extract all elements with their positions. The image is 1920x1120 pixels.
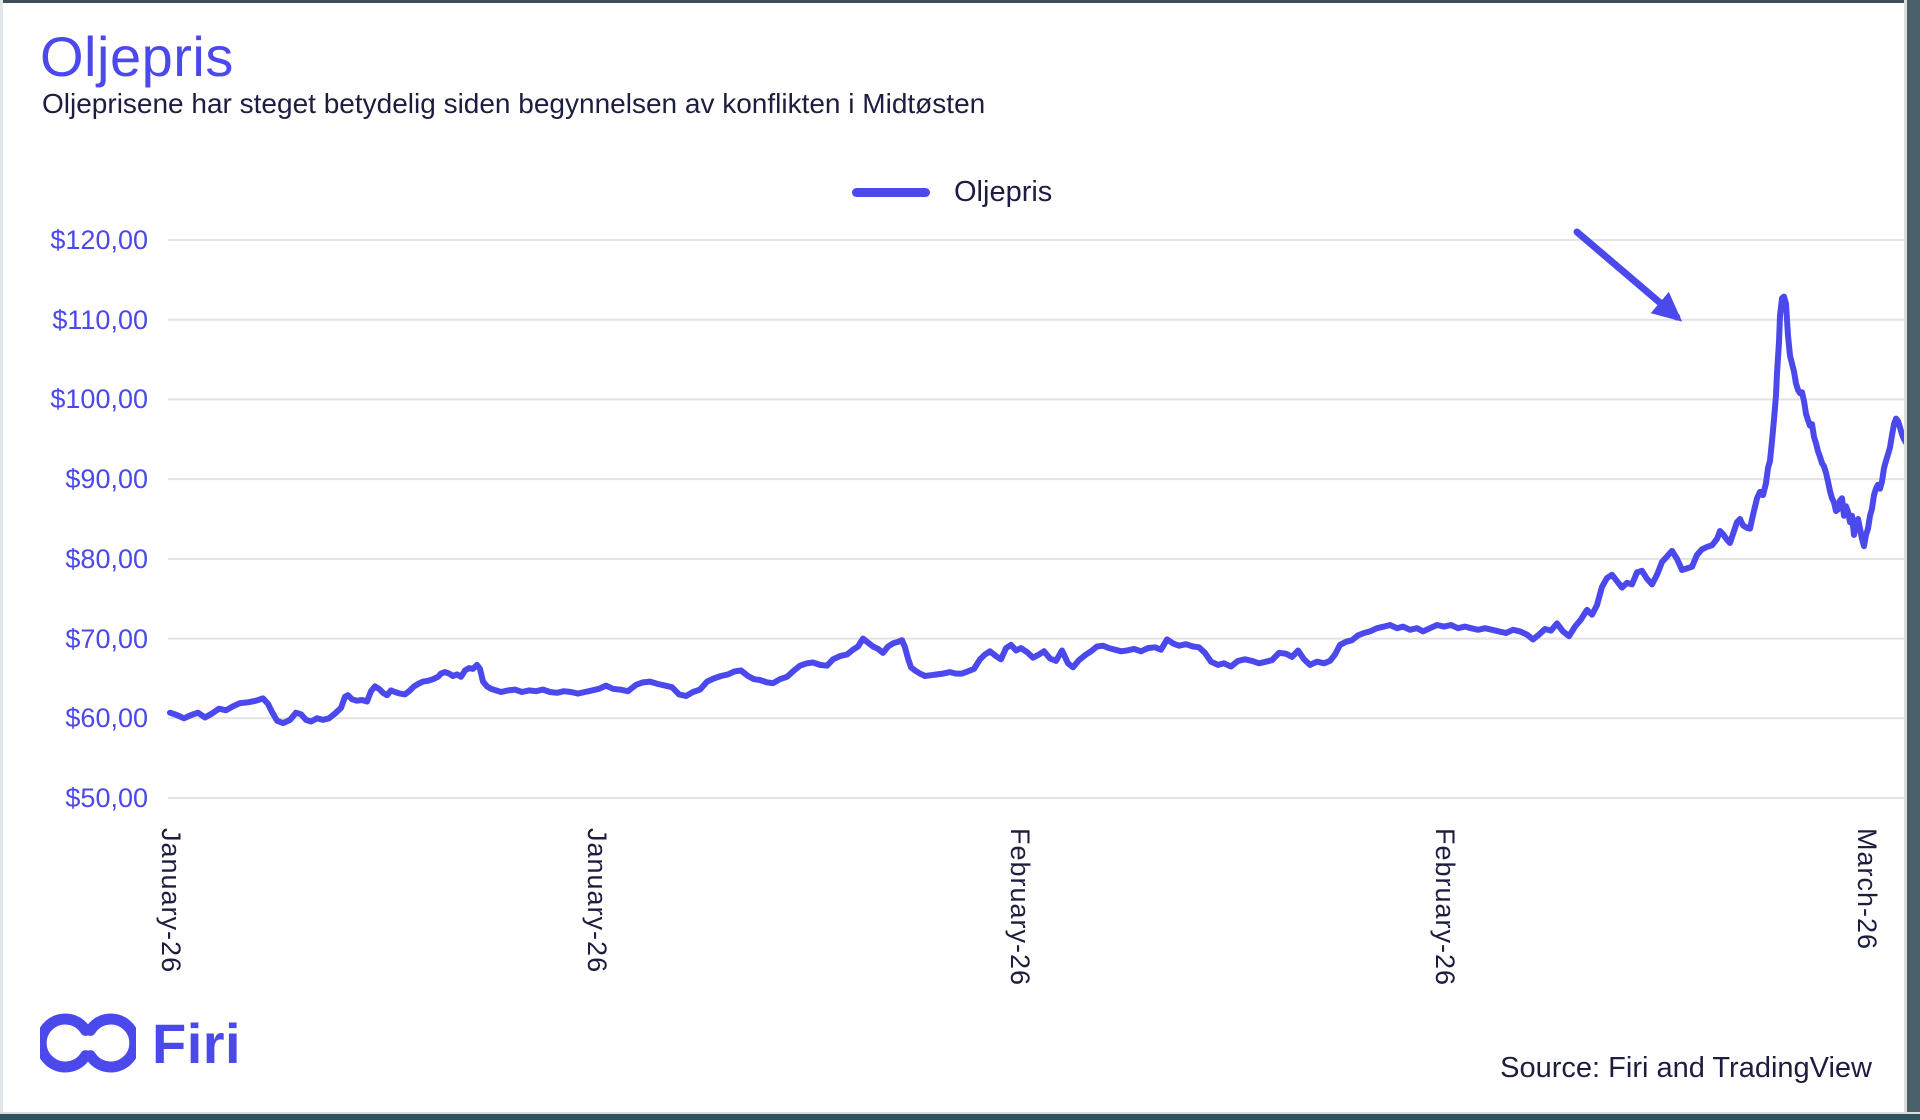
price-line-series [167,293,1909,727]
legend-label: Oljepris [954,176,1053,208]
y-axis-label: $110,00 [52,304,148,335]
chart-legend: Oljepris [852,176,1052,209]
window-frame-top [0,0,1920,3]
page-title: Oljepris [40,25,234,88]
y-axis-label: $100,00 [50,384,148,415]
y-axis-label: $50,00 [65,783,148,813]
x-axis-label: March-26 [1852,828,1882,951]
brand-text: Firi [152,1011,242,1075]
y-axis-label: $90,00 [65,464,148,495]
y-axis-label: $120,00 [50,225,148,255]
annotation-arrow-icon [1573,228,1683,322]
legend-line-swatch-icon [852,188,930,197]
page-subtitle: Oljeprisene har steget betydelig siden b… [42,88,986,119]
window-frame-left [0,0,3,1120]
window-frame-right [1904,0,1920,1120]
y-axis-label: $80,00 [65,543,148,574]
gridlines [168,239,1906,799]
x-axis-label: February-26 [1005,828,1035,987]
x-axis-label: February-26 [1430,828,1460,987]
x-axis-label: January-26 [582,828,612,974]
y-axis-label: $60,00 [65,703,148,734]
source-attribution: Source: Firi and TradingView [1500,1052,1872,1084]
window-frame-bottom [0,1112,1920,1120]
y-axis-label: $70,00 [65,623,148,654]
x-axis-label: January-26 [156,828,186,974]
firi-logo-icon [40,1013,136,1073]
firi-brand: Firi [40,1010,241,1076]
